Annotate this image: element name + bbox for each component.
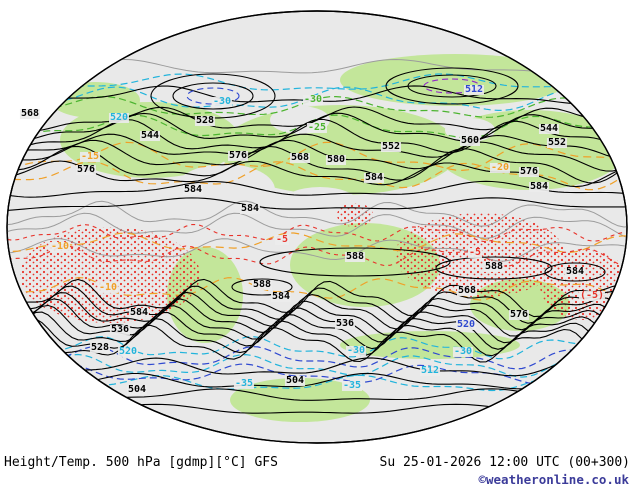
closed-temp-contour: [186, 87, 240, 105]
map-footer: Height/Temp. 500 hPa [gdmp][°C] GFS Su 2…: [0, 455, 634, 470]
blue-temp-contour: [7, 345, 627, 370]
height-contour: [7, 133, 627, 160]
blue-temp-contour: [7, 363, 627, 385]
map-title: Height/Temp. 500 hPa [gdmp][°C] GFS: [4, 455, 278, 470]
closed-height-contour: [172, 82, 254, 110]
height-contour: [7, 285, 627, 324]
green-shading-blob: [50, 82, 140, 118]
height-contour: [7, 357, 627, 377]
red-temp-contour: [7, 223, 627, 243]
cyan-temp-contour: [7, 353, 627, 378]
warm-speckle-blob: [20, 227, 200, 323]
closed-height-contour: [259, 247, 451, 277]
closed-height-contour: [435, 256, 553, 280]
closed-height-contour: [407, 74, 497, 98]
green-shading-blob: [340, 331, 520, 359]
map-datetime: Su 25-01-2026 12:00 UTC (00+300): [379, 455, 630, 470]
closed-height-contour: [385, 67, 519, 105]
copyright-link[interactable]: ©weatheronline.co.uk: [478, 472, 629, 487]
cyan-temp-contour: [7, 73, 627, 93]
orange-temp-contour: [7, 141, 627, 172]
map-area: 568 520 544 528 -30 -30 -25 512 544 552 560 552 568 5…: [6, 10, 628, 444]
closed-height-contour: [544, 262, 606, 282]
height-contour: [7, 118, 627, 154]
gray-temp-contour: [7, 238, 627, 262]
height-contour: [7, 180, 627, 198]
shading-gap-blob: [175, 164, 275, 216]
orange-temp-contour: [7, 232, 627, 254]
height-contour: [7, 145, 627, 184]
green-shading-blob: [340, 54, 570, 106]
gray-temp-contour: [7, 200, 627, 228]
height-contour: [7, 291, 627, 331]
gray-temp-contour: [7, 212, 627, 239]
height-contour: [7, 139, 627, 172]
height-contour: [7, 324, 627, 363]
height-contour: [7, 197, 627, 212]
map-globe-border: [6, 10, 628, 444]
height-contour: [7, 311, 627, 350]
closed-height-contour: [231, 278, 293, 296]
weather-map-svg: [6, 10, 628, 444]
warm-speckle-blob: [337, 203, 373, 227]
